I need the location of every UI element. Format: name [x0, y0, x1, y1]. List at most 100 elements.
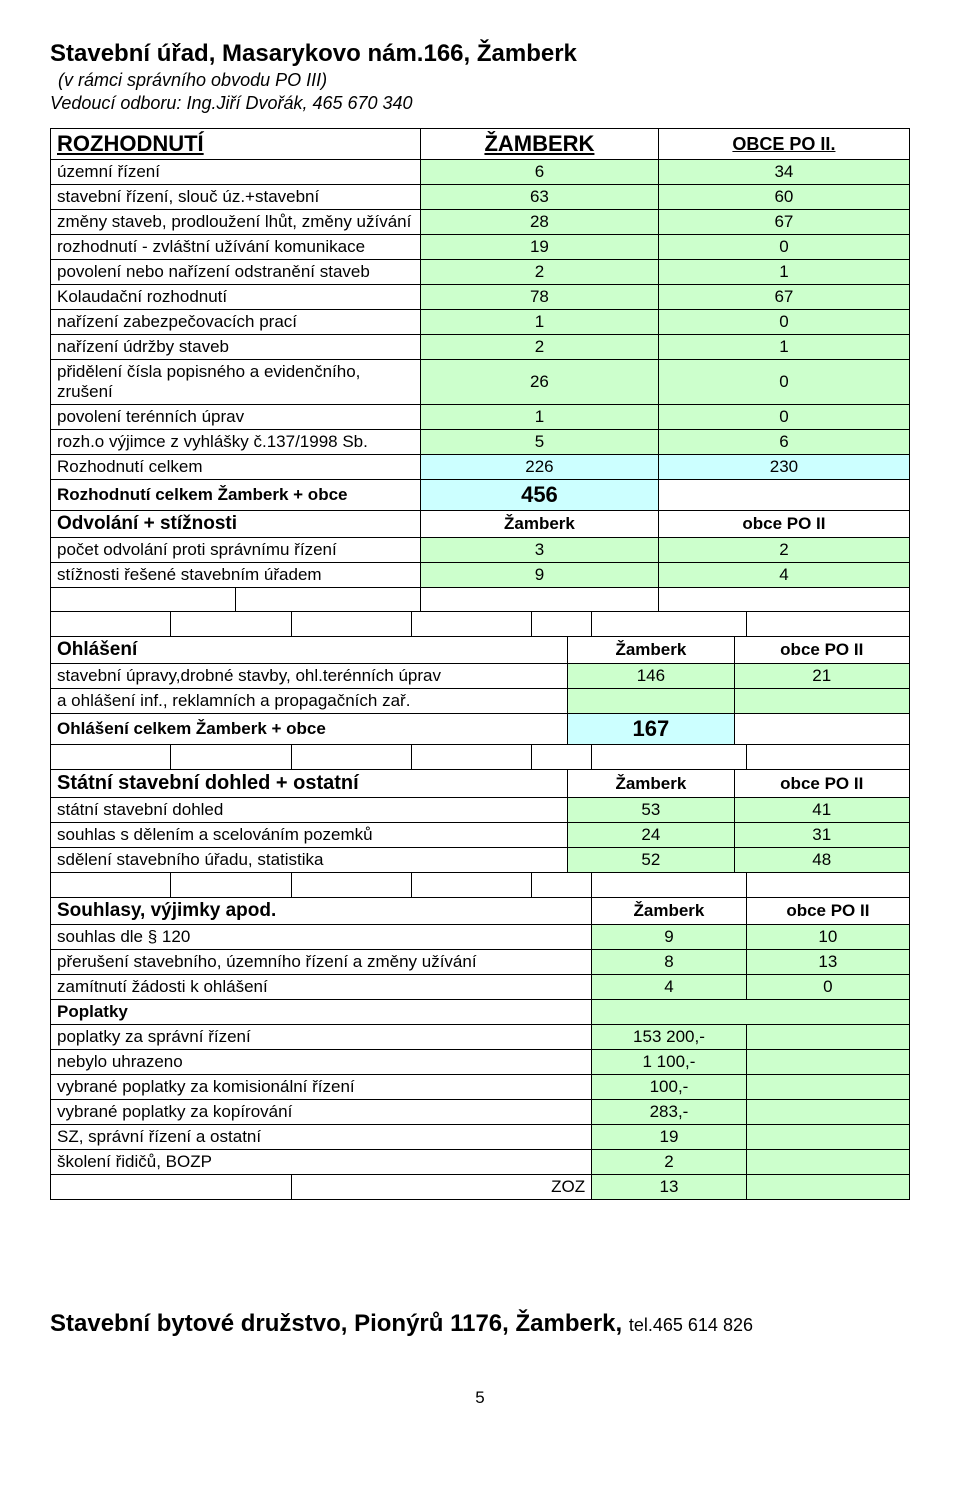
row-v2: 67 — [658, 285, 909, 310]
subtitle: (v rámci správního obvodu PO III) — [58, 70, 910, 91]
row-label: stavební úpravy,drobné stavby, ohl.terén… — [51, 664, 568, 689]
dohled-hdr: Státní stavební dohled + ostatní — [51, 770, 568, 798]
row-v1: 1 — [421, 405, 659, 430]
row-label: státní stavební dohled — [51, 798, 568, 823]
odvolani-hdr: Odvolání + stížnosti — [51, 511, 421, 538]
row-label: Kolaudační rozhodnutí — [51, 285, 421, 310]
rozh-celkem-label: Rozhodnutí celkem — [51, 455, 421, 480]
spacer-row-3 — [50, 872, 910, 898]
row-v1: 52 — [568, 848, 734, 873]
row-label: vybrané poplatky za kopírování — [51, 1100, 592, 1125]
rozh-total-label: Rozhodnutí celkem Žamberk + obce — [51, 480, 421, 511]
souhlasy-hdr: Souhlasy, výjimky apod. — [51, 898, 592, 925]
row-label: nařízení údržby staveb — [51, 335, 421, 360]
rozh-celkem-v2: 230 — [658, 455, 909, 480]
row-v1: 2 — [421, 260, 659, 285]
row-label: změny staveb, prodloužení lhůt, změny už… — [51, 210, 421, 235]
page-title: Stavební úřad, Masarykovo nám.166, Žambe… — [50, 40, 910, 68]
rozh-celkem-v1: 226 — [421, 455, 659, 480]
row-label: rozh.o výjimce z vyhlášky č.137/1998 Sb. — [51, 430, 421, 455]
row-v1: 24 — [568, 823, 734, 848]
row-v2: 0 — [658, 310, 909, 335]
row-label: vybrané poplatky za komisionální řízení — [51, 1075, 592, 1100]
row-v1: 146 — [568, 664, 734, 689]
vedouci-name: Ing.Jiří Dvořák, 465 670 340 — [181, 93, 412, 113]
hdr-zamberk: ŽAMBERK — [484, 131, 594, 156]
row-v2: 0 — [658, 235, 909, 260]
row-v1: 78 — [421, 285, 659, 310]
row-v2: 34 — [658, 160, 909, 185]
row-v1: 19 — [592, 1125, 747, 1150]
row-v2: 6 — [658, 430, 909, 455]
row-v2: 1 — [658, 260, 909, 285]
row-v2: 1 — [658, 335, 909, 360]
rozh-total-v: 456 — [421, 480, 659, 511]
ohlaseni-table: Ohlášení Žamberk obce PO II stavební úpr… — [50, 636, 910, 745]
row-v1: 2 — [421, 335, 659, 360]
row-v2: 4 — [658, 563, 909, 588]
row-v1: 9 — [592, 925, 747, 950]
row-label: a ohlášení inf., reklamních a propagační… — [51, 689, 568, 714]
odvolani-hdr-v1: Žamberk — [421, 511, 659, 538]
row-v2: 13 — [746, 950, 909, 975]
row-label: SZ, správní řízení a ostatní — [51, 1125, 592, 1150]
main-table: ROZHODNUTÍ ŽAMBERK OBCE PO II. územní ří… — [50, 128, 910, 612]
ohlaseni-hdr-v1: Žamberk — [568, 637, 734, 664]
page-number: 5 — [50, 1388, 910, 1408]
dohled-hdr-v1: Žamberk — [568, 770, 734, 798]
dohled-table: Státní stavební dohled + ostatní Žamberk… — [50, 769, 910, 873]
row-v2: 60 — [658, 185, 909, 210]
spacer-row-2 — [50, 744, 910, 770]
row-label: přerušení stavebního, územního řízení a … — [51, 950, 592, 975]
row-v1: 28 — [421, 210, 659, 235]
row-v1: 63 — [421, 185, 659, 210]
row-v1: 4 — [592, 975, 747, 1000]
row-label: stížnosti řešené stavebním úřadem — [51, 563, 421, 588]
row-v1: 6 — [421, 160, 659, 185]
row-v1: 3 — [421, 538, 659, 563]
row-label: rozhodnutí - zvláštní užívání komunikace — [51, 235, 421, 260]
souhlasy-hdr-v1: Žamberk — [592, 898, 747, 925]
row-v2: 2 — [658, 538, 909, 563]
row-v1: 5 — [421, 430, 659, 455]
ohlaseni-hdr: Ohlášení — [51, 637, 568, 664]
row-v1: 53 — [568, 798, 734, 823]
hdr-obce: OBCE PO II. — [732, 134, 835, 154]
ohlaseni-total-v: 167 — [568, 714, 734, 745]
zoz-v1: 13 — [592, 1175, 747, 1200]
souhlasy-hdr-v2: obce PO II — [746, 898, 909, 925]
row-v1: 1 100,- — [592, 1050, 747, 1075]
ohlaseni-hdr-v2: obce PO II — [734, 637, 910, 664]
row-v2: 0 — [658, 405, 909, 430]
vedouci-line: Vedoucí odboru: Ing.Jiří Dvořák, 465 670… — [50, 93, 910, 114]
row-label: sdělení stavebního úřadu, statistika — [51, 848, 568, 873]
row-label: poplatky za správní řízení — [51, 1025, 592, 1050]
row-label: povolení terénních úprav — [51, 405, 421, 430]
row-v2: 0 — [658, 360, 909, 405]
row-label: nařízení zabezpečovacích prací — [51, 310, 421, 335]
row-label: přidělení čísla popisného a evidenčního,… — [51, 360, 421, 405]
row-label: povolení nebo nařízení odstranění staveb — [51, 260, 421, 285]
row-v2: 41 — [734, 798, 910, 823]
row-label: školení řidičů, BOZP — [51, 1150, 592, 1175]
row-label: územní řízení — [51, 160, 421, 185]
footer-line: Stavební bytové družstvo, Pionýrů 1176, … — [50, 1310, 910, 1338]
footer-tel: tel.465 614 826 — [629, 1315, 753, 1335]
hdr-rozhodnuti: ROZHODNUTÍ — [57, 131, 204, 156]
odvolani-hdr-v2: obce PO II — [658, 511, 909, 538]
zoz-label: ZOZ — [291, 1175, 592, 1200]
vedouci-label: Vedoucí odboru: — [50, 93, 181, 113]
row-v1: 2 — [592, 1150, 747, 1175]
dohled-hdr-v2: obce PO II — [734, 770, 910, 798]
ohlaseni-total-label: Ohlášení celkem Žamberk + obce — [51, 714, 568, 745]
row-v2: 0 — [746, 975, 909, 1000]
row-label: souhlas dle § 120 — [51, 925, 592, 950]
row-label: stavební řízení, slouč úz.+stavební — [51, 185, 421, 210]
row-v1: 9 — [421, 563, 659, 588]
row-v2: 10 — [746, 925, 909, 950]
row-v1 — [568, 689, 734, 714]
footer-main: Stavební bytové družstvo, Pionýrů 1176, … — [50, 1310, 629, 1337]
row-v1: 26 — [421, 360, 659, 405]
row-v2 — [734, 689, 910, 714]
row-v1: 153 200,- — [592, 1025, 747, 1050]
